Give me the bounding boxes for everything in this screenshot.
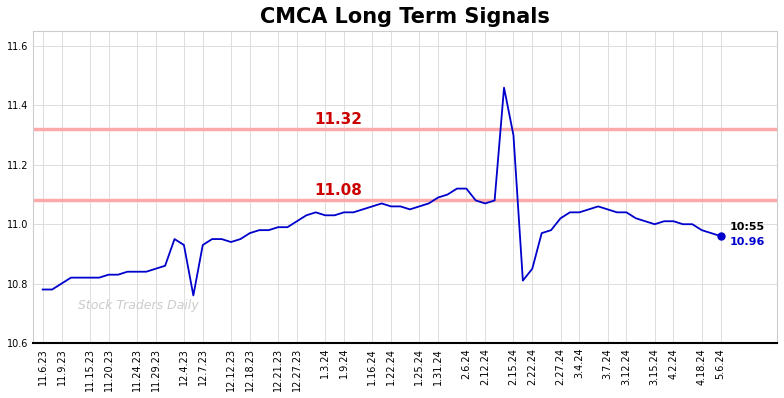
- Title: CMCA Long Term Signals: CMCA Long Term Signals: [260, 7, 550, 27]
- Text: Stock Traders Daily: Stock Traders Daily: [78, 299, 198, 312]
- Point: [714, 233, 727, 239]
- Text: 11.08: 11.08: [314, 183, 362, 198]
- Text: 11.32: 11.32: [314, 112, 362, 127]
- Text: 10:55: 10:55: [730, 222, 765, 232]
- Text: 10.96: 10.96: [730, 237, 765, 247]
